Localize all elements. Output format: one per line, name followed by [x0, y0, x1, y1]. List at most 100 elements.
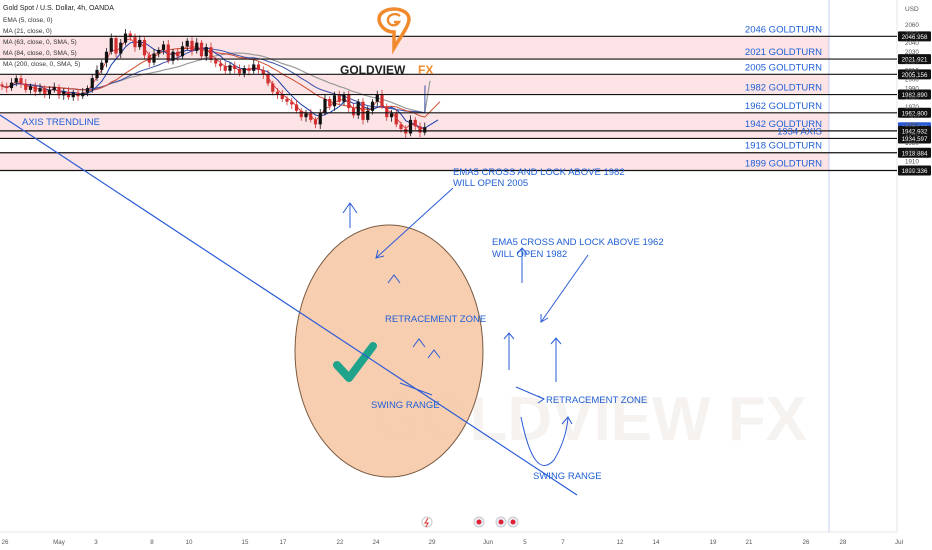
candle-body[interactable] [332, 95, 337, 107]
candle-body[interactable] [114, 38, 118, 54]
candle-body[interactable] [100, 62, 104, 70]
candle-body[interactable] [233, 65, 237, 70]
candle-body[interactable] [385, 106, 389, 118]
candle-body[interactable] [394, 113, 398, 125]
candle-body[interactable] [399, 124, 403, 129]
candle-body[interactable] [342, 94, 346, 102]
candle-body[interactable] [152, 53, 156, 63]
candle-body[interactable] [24, 83, 28, 90]
indicator-label[interactable]: MA (63, close, 0, SMA, 5) [3, 39, 77, 46]
candle-body[interactable] [413, 119, 417, 127]
candle-body[interactable] [166, 44, 170, 61]
up-arrow-head [550, 337, 562, 345]
candle-body[interactable] [33, 86, 37, 92]
candle-body[interactable] [418, 126, 422, 133]
candle-body[interactable] [190, 40, 194, 51]
candle-body[interactable] [9, 82, 14, 89]
candle-body[interactable] [133, 37, 137, 48]
candle-body[interactable] [109, 38, 113, 52]
candle-body[interactable] [351, 108, 356, 116]
candle-body[interactable] [237, 69, 242, 74]
candle-body[interactable] [375, 94, 379, 102]
candle-body[interactable] [5, 86, 9, 89]
candle-body[interactable] [119, 42, 123, 54]
candle-body[interactable] [62, 91, 66, 96]
candle-body[interactable] [323, 98, 327, 113]
candle-body[interactable] [195, 42, 199, 51]
event-markers[interactable] [421, 516, 519, 528]
lightning-icon[interactable] [421, 516, 433, 528]
candle-body[interactable] [389, 113, 394, 118]
candle-body[interactable] [223, 66, 227, 71]
candle-body[interactable] [361, 101, 365, 120]
candle-body[interactable] [218, 63, 223, 67]
level-price-tag [898, 31, 931, 42]
candle-body[interactable] [199, 42, 204, 57]
candle-body[interactable] [280, 94, 284, 99]
candle-body[interactable] [337, 95, 341, 102]
candle-body[interactable] [299, 110, 303, 118]
indicator-label[interactable]: MA (200, close, 0, SMA, 5) [3, 61, 80, 68]
logo-text-fx: FX [418, 63, 433, 77]
x-tick-label: 14 [653, 539, 660, 546]
axis-trendline[interactable] [0, 114, 578, 496]
candle-body[interactable] [290, 101, 294, 105]
price-axis[interactable] [897, 0, 932, 532]
indicator-label[interactable]: MA (21, close, 0) [3, 28, 52, 35]
candle-body[interactable] [275, 91, 280, 95]
candle-body[interactable] [242, 68, 246, 74]
candle-body[interactable] [204, 47, 208, 57]
candle-body[interactable] [38, 88, 42, 92]
candle-body[interactable] [408, 119, 413, 134]
candle-body[interactable] [252, 64, 256, 71]
candle-body[interactable] [43, 88, 47, 95]
candle-body[interactable] [313, 119, 318, 125]
y-tick-label: 1920 [905, 149, 919, 156]
candle-body[interactable] [285, 98, 289, 102]
candle-body[interactable] [214, 59, 218, 64]
candle-body[interactable] [294, 104, 299, 111]
candle-body[interactable] [128, 33, 132, 38]
candle-body[interactable] [318, 112, 322, 125]
candle-body[interactable] [423, 127, 427, 133]
candle-body[interactable] [271, 83, 275, 92]
candle-body[interactable] [309, 113, 313, 120]
candle-body[interactable] [104, 51, 109, 63]
indicator-label[interactable]: MA (84, close, 0, SMA, 5) [3, 50, 77, 57]
candle-body[interactable] [171, 51, 175, 61]
candle-body[interactable] [157, 49, 161, 54]
candle-body[interactable] [261, 69, 265, 75]
candle-body[interactable] [138, 39, 142, 48]
candle-body[interactable] [28, 86, 33, 90]
candle-body[interactable] [185, 40, 189, 47]
candle-body[interactable] [266, 74, 270, 84]
candle-body[interactable] [176, 51, 180, 57]
candle-body[interactable] [356, 101, 360, 116]
time-axis[interactable] [0, 532, 897, 550]
candle-body[interactable] [247, 68, 251, 71]
level-price-tag [898, 147, 931, 158]
candle-body[interactable] [256, 64, 261, 70]
candle-body[interactable] [304, 113, 308, 118]
candle-body[interactable] [123, 33, 128, 43]
candle-body[interactable] [0, 84, 4, 87]
candle-body[interactable] [328, 98, 332, 107]
indicator-label[interactable]: EMA (5, close, 0) [3, 17, 53, 24]
candle-body[interactable] [85, 88, 90, 93]
candle-body[interactable] [161, 44, 166, 50]
candle-body[interactable] [52, 87, 56, 90]
candle-body[interactable] [366, 110, 370, 120]
candle-body[interactable] [370, 101, 375, 111]
candle-body[interactable] [19, 78, 23, 84]
candle-body[interactable] [142, 39, 147, 56]
candle-body[interactable] [180, 46, 185, 57]
candle-body[interactable] [380, 94, 384, 107]
candle-body[interactable] [228, 65, 232, 71]
candle-body[interactable] [14, 78, 18, 83]
candle-body[interactable] [57, 87, 61, 96]
candle-body[interactable] [47, 89, 52, 95]
candle-body[interactable] [347, 94, 351, 109]
candle-body[interactable] [90, 78, 94, 89]
candle-body[interactable] [209, 47, 213, 60]
